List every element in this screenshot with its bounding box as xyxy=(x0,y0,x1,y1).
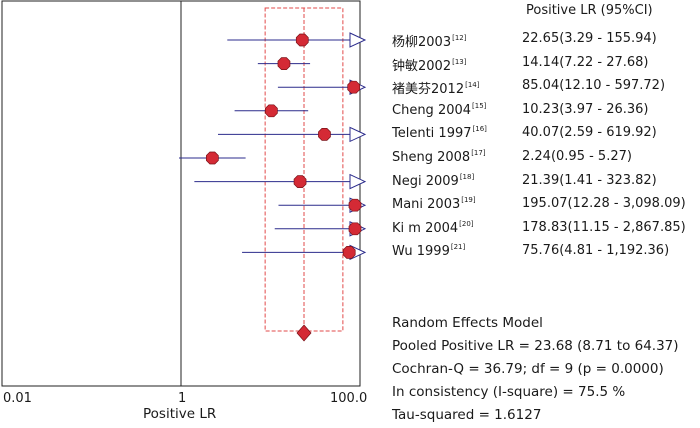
study-lr-value: 14.14(7.22 - 27.68) xyxy=(522,54,649,70)
summary-cochran: Cochran-Q = 36.79; df = 9 (p = 0.0000) xyxy=(392,361,664,377)
ci-arrow-right xyxy=(349,173,367,190)
study-reference: [17] xyxy=(471,149,486,157)
study-label: 褚美芬2012[14] xyxy=(392,78,479,97)
study-label: 杨柳2003[12] xyxy=(392,31,466,50)
study-label: Mani 2003[19] xyxy=(392,196,476,212)
study-label: Cheng 2004[15] xyxy=(392,102,486,118)
study-label: Sheng 2008[17] xyxy=(392,149,486,165)
study-lr-value: 10.23(3.97 - 26.36) xyxy=(522,101,649,117)
ci-arrow-right xyxy=(349,32,367,48)
study-point xyxy=(277,57,291,70)
study-lr-value: 21.39(1.41 - 323.82) xyxy=(522,172,657,188)
pooled-ci-band xyxy=(264,7,344,332)
x-axis-label: Positive LR xyxy=(143,406,217,422)
study-point xyxy=(347,80,361,94)
study-reference: [18] xyxy=(459,172,475,181)
study-reference: [20] xyxy=(459,219,474,228)
study-point xyxy=(342,246,356,259)
study-point xyxy=(205,151,219,165)
plot-axes xyxy=(1,0,361,387)
study-lr-value: 75.76(4.81 - 1,192.36) xyxy=(522,243,670,259)
study-lr-value: 22.65(3.29 - 155.94) xyxy=(522,31,657,46)
study-label: Negi 2009[18] xyxy=(392,173,474,189)
study-reference: [19] xyxy=(461,196,476,205)
study-point xyxy=(318,128,331,141)
study-reference: [21] xyxy=(450,243,466,252)
study-lr-value: 85.04(12.10 - 597.72) xyxy=(522,78,666,94)
study-name: 杨柳2003 xyxy=(392,35,452,50)
summary-model: Random Effects Model xyxy=(392,315,543,331)
pooled-diamond xyxy=(296,324,312,342)
study-lr-value: 40.07(2.59 - 619.92) xyxy=(522,125,657,141)
study-reference: [12] xyxy=(452,34,467,42)
study-name: 褚美芬2012 xyxy=(392,82,465,98)
study-name: 钟敏2002 xyxy=(392,58,452,74)
study-reference: [16] xyxy=(472,125,487,134)
x-tick-label-max: 100.0 xyxy=(330,391,368,406)
study-label: 钟敏2002[13] xyxy=(392,55,466,74)
study-point xyxy=(348,198,362,212)
x-tick-label-mid: 1 xyxy=(178,391,187,406)
study-label: Ki m 2004[20] xyxy=(392,220,474,236)
study-point xyxy=(265,104,278,118)
study-point xyxy=(295,33,309,47)
table-header: Positive LR (95%CI) xyxy=(526,3,653,18)
study-lr-value: 195.07(12.28 - 3,098.09) xyxy=(522,196,686,212)
study-lr-value: 178.83(11.15 - 2,867.85) xyxy=(522,219,686,235)
study-name: Mani 2003 xyxy=(392,197,461,213)
pooled-estimate-diamond xyxy=(296,324,312,342)
study-name: Wu 1999 xyxy=(392,244,450,260)
study-reference: [15] xyxy=(472,101,487,110)
study-name: Sheng 2008 xyxy=(392,150,471,165)
study-name: Cheng 2004 xyxy=(392,102,472,118)
study-name: Ki m 2004 xyxy=(392,220,459,236)
study-name: Negi 2009 xyxy=(392,173,459,189)
study-name: Telenti 1997 xyxy=(392,126,472,142)
summary-tau: Tau-squared = 1.6127 xyxy=(392,407,542,423)
study-point xyxy=(293,175,307,188)
study-point xyxy=(348,222,362,236)
study-reference: [14] xyxy=(465,81,480,90)
summary-inconsistency: In consistency (I-square) = 75.5 % xyxy=(392,384,626,400)
study-markers xyxy=(179,32,367,261)
study-label: Wu 1999[21] xyxy=(392,243,465,259)
x-tick-label-min: 0.01 xyxy=(3,391,32,406)
study-lr-value: 2.24(0.95 - 5.27) xyxy=(522,149,632,164)
study-reference: [13] xyxy=(452,57,467,66)
summary-pooled: Pooled Positive LR = 23.68 (8.71 to 64.3… xyxy=(392,338,679,354)
study-label: Telenti 1997[16] xyxy=(392,125,487,141)
ci-arrow-right xyxy=(349,126,367,143)
